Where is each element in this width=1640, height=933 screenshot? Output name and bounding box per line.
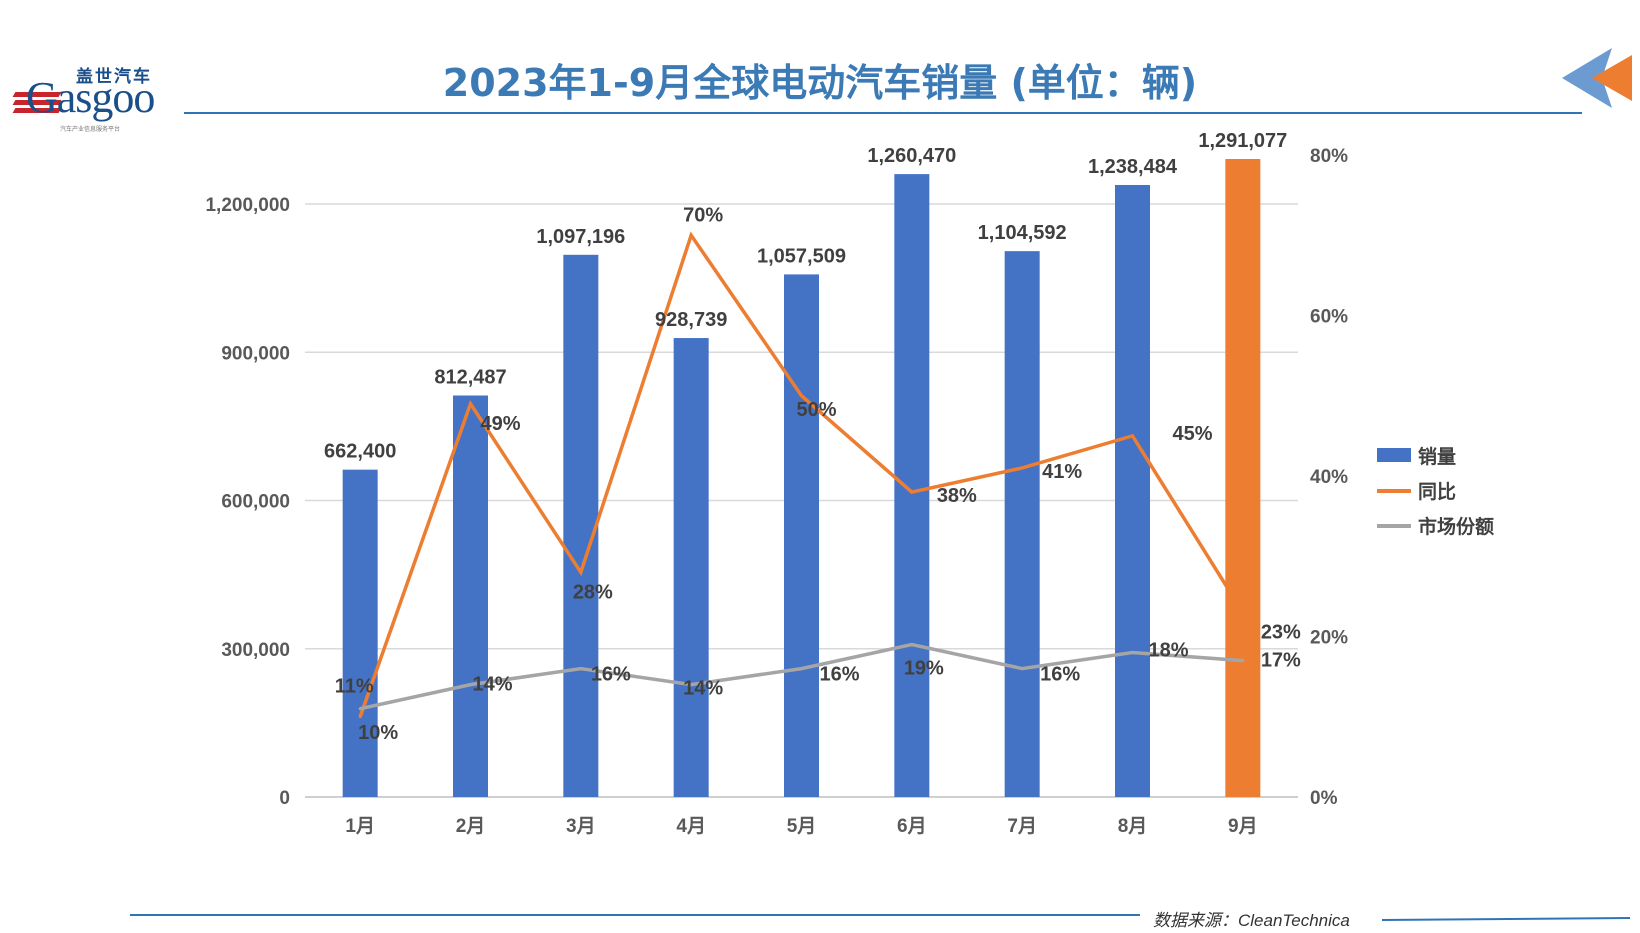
share-point bbox=[1241, 659, 1245, 663]
data-source: 数据来源：CleanTechnica bbox=[1153, 911, 1350, 930]
left-axis-tick: 600,000 bbox=[221, 492, 290, 513]
bar-value-label: 1,260,470 bbox=[867, 145, 956, 167]
share-point bbox=[579, 667, 583, 671]
right-axis-tick: 80% bbox=[1310, 146, 1348, 167]
yoy-point bbox=[910, 490, 914, 494]
yoy-point bbox=[358, 715, 362, 719]
share-label: 17% bbox=[1261, 650, 1301, 672]
share-point bbox=[1131, 651, 1134, 655]
yoy-point bbox=[1241, 610, 1245, 614]
share-label: 14% bbox=[472, 674, 512, 696]
yoy-label: 70% bbox=[683, 204, 723, 226]
left-axis-tick: 1,200,000 bbox=[205, 195, 290, 216]
x-axis-tick: 2月 bbox=[456, 816, 486, 837]
legend-swatch bbox=[1377, 448, 1411, 462]
yoy-point bbox=[579, 570, 583, 574]
page-title: 2023年1-9月全球电动汽车销量 (单位：辆) bbox=[442, 61, 1198, 105]
legend-label: 销量 bbox=[1418, 445, 1456, 468]
share-label: 18% bbox=[1148, 640, 1188, 662]
logo-brand-en: Gasgoo bbox=[26, 73, 155, 122]
bar bbox=[784, 274, 819, 797]
logo-brand-cn: 盖世汽车 bbox=[76, 67, 152, 87]
x-axis-tick: 4月 bbox=[676, 816, 706, 837]
yoy-label: 49% bbox=[480, 413, 520, 435]
legend-label: 同比 bbox=[1418, 481, 1456, 503]
x-axis-tick: 7月 bbox=[1007, 816, 1037, 837]
yoy-point bbox=[1020, 466, 1024, 470]
bar bbox=[894, 174, 930, 797]
bar-value-label: 1,104,592 bbox=[978, 222, 1067, 244]
yoy-label: 23% bbox=[1261, 621, 1301, 643]
share-label: 16% bbox=[1040, 664, 1080, 686]
share-label: 16% bbox=[819, 664, 859, 686]
yoy-label: 50% bbox=[796, 399, 836, 421]
yoy-point bbox=[800, 394, 803, 398]
legend-label: 市场份额 bbox=[1418, 515, 1494, 538]
yoy-label: 45% bbox=[1172, 423, 1212, 445]
x-axis-tick: 9月 bbox=[1228, 816, 1258, 837]
corner-arrow-icon bbox=[1562, 48, 1632, 108]
bar bbox=[563, 254, 599, 797]
x-axis-tick: 8月 bbox=[1118, 816, 1148, 837]
bar-value-label: 1,238,484 bbox=[1088, 156, 1178, 178]
bar bbox=[342, 469, 378, 797]
bar bbox=[1004, 251, 1040, 797]
yoy-label: 41% bbox=[1042, 461, 1082, 483]
yoy-label: 28% bbox=[573, 581, 613, 603]
bar bbox=[1225, 158, 1261, 797]
footer-line-right bbox=[1381, 917, 1631, 921]
yoy-point bbox=[469, 402, 472, 406]
bar bbox=[1115, 184, 1150, 797]
logo-tagline: 汽车产业信息服务平台 bbox=[60, 126, 121, 133]
bar-value-label: 1,291,077 bbox=[1198, 130, 1287, 152]
x-axis-tick: 3月 bbox=[566, 816, 596, 837]
x-axis-tick: 1月 bbox=[345, 816, 375, 837]
x-axis-tick: 5月 bbox=[787, 816, 817, 837]
bar-value-label: 812,487 bbox=[434, 366, 506, 388]
right-axis-tick: 20% bbox=[1310, 628, 1348, 649]
yoy-label: 10% bbox=[358, 722, 398, 744]
share-point bbox=[358, 707, 362, 711]
bar-value-label: 1,057,509 bbox=[757, 245, 846, 267]
share-point bbox=[910, 643, 914, 647]
share-label: 14% bbox=[683, 678, 723, 700]
right-axis-tick: 40% bbox=[1310, 467, 1348, 488]
share-point bbox=[689, 683, 693, 687]
left-axis-tick: 300,000 bbox=[221, 640, 290, 661]
bar bbox=[673, 338, 709, 797]
bar-value-label: 928,739 bbox=[655, 309, 727, 331]
share-point bbox=[800, 667, 803, 671]
bar-value-label: 1,097,196 bbox=[536, 226, 625, 248]
right-axis-tick: 0% bbox=[1310, 788, 1338, 809]
left-axis-tick: 0 bbox=[279, 788, 290, 809]
yoy-point bbox=[689, 233, 693, 237]
yoy-point bbox=[1131, 434, 1134, 438]
yoy-label: 38% bbox=[937, 485, 977, 507]
share-point bbox=[469, 683, 472, 687]
bar-value-label: 662,400 bbox=[324, 441, 396, 463]
bar bbox=[453, 395, 488, 797]
share-point bbox=[1020, 667, 1024, 671]
right-axis-tick: 60% bbox=[1310, 307, 1348, 328]
left-axis-tick: 900,000 bbox=[221, 343, 290, 364]
share-label: 11% bbox=[335, 676, 374, 698]
share-label: 19% bbox=[904, 658, 944, 680]
gasgoo-logo: 盖世汽车 Gasgoo 汽车产业信息服务平台 bbox=[12, 62, 187, 134]
x-axis-tick: 6月 bbox=[897, 816, 927, 837]
share-label: 16% bbox=[591, 664, 631, 686]
